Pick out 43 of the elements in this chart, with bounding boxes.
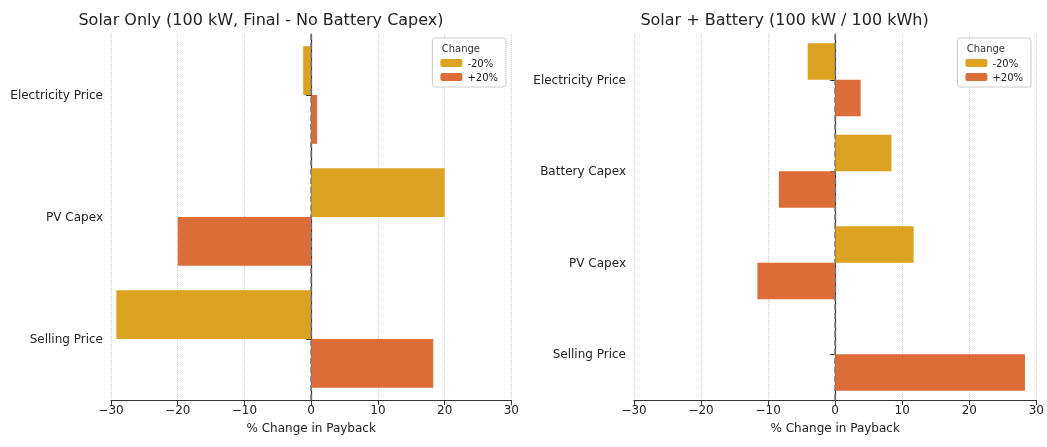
x-tick-label: −10 bbox=[231, 403, 258, 417]
x-tick-label: 10 bbox=[370, 403, 386, 417]
x-tick-label: −10 bbox=[755, 403, 781, 417]
bar bbox=[303, 46, 312, 95]
legend-label: -20% bbox=[992, 57, 1019, 69]
y-tick-label: PV Capex bbox=[46, 210, 103, 224]
x-tick-label: 0 bbox=[307, 403, 315, 417]
legend-title: Change bbox=[441, 42, 481, 54]
bar bbox=[116, 290, 312, 339]
y-tick-label: Selling Price bbox=[29, 332, 103, 346]
x-tick-label: 20 bbox=[961, 403, 977, 417]
y-tick-label: PV Capex bbox=[569, 255, 626, 270]
y-tick-label: Electricity Price bbox=[533, 72, 626, 87]
bar bbox=[835, 226, 914, 263]
legend-label: +20% bbox=[992, 71, 1023, 83]
bar bbox=[778, 171, 836, 208]
y-tick-label: Selling Price bbox=[552, 347, 626, 362]
bar bbox=[835, 134, 892, 172]
x-tick-label: 0 bbox=[831, 403, 839, 417]
legend-title: Change bbox=[966, 42, 1006, 54]
chart-title: Solar Only (100 kW, Final - No Battery Capex) bbox=[78, 9, 444, 29]
x-tick-label: 20 bbox=[437, 403, 453, 417]
y-tick-label: Battery Capex bbox=[540, 164, 626, 179]
legend-label: +20% bbox=[467, 71, 498, 83]
x-tick-label: −30 bbox=[621, 403, 647, 417]
bar bbox=[757, 262, 836, 300]
x-tick-label: 10 bbox=[894, 403, 910, 417]
chart-title: Solar + Battery (100 kW / 100 kWh) bbox=[640, 9, 929, 29]
bar bbox=[835, 79, 861, 117]
x-axis-title: % Change in Payback bbox=[770, 421, 900, 435]
y-tick-label: Electricity Price bbox=[10, 88, 103, 102]
x-tick-label: −20 bbox=[688, 403, 714, 417]
bar bbox=[311, 168, 445, 217]
x-tick-label: −20 bbox=[165, 403, 191, 417]
bar bbox=[311, 339, 434, 388]
legend-label: -20% bbox=[467, 57, 494, 69]
x-tick-label: 30 bbox=[1028, 403, 1045, 417]
bar bbox=[177, 217, 312, 266]
x-tick-label: −30 bbox=[98, 403, 124, 417]
bar bbox=[835, 354, 1025, 391]
x-axis-title: % Change in Payback bbox=[246, 421, 376, 435]
x-tick-label: 30 bbox=[503, 403, 520, 417]
bar bbox=[807, 43, 836, 80]
